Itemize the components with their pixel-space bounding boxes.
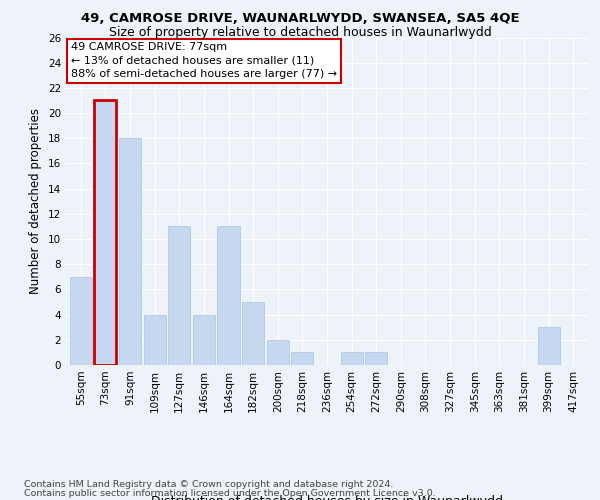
- Bar: [217, 226, 239, 365]
- Text: Size of property relative to detached houses in Waunarlwydd: Size of property relative to detached ho…: [109, 26, 491, 39]
- Bar: [119, 138, 141, 365]
- Bar: [168, 226, 190, 365]
- Bar: [143, 314, 166, 365]
- Bar: [291, 352, 313, 365]
- Text: 49 CAMROSE DRIVE: 77sqm
← 13% of detached houses are smaller (11)
88% of semi-de: 49 CAMROSE DRIVE: 77sqm ← 13% of detache…: [71, 42, 337, 79]
- Text: 49, CAMROSE DRIVE, WAUNARLWYDD, SWANSEA, SA5 4QE: 49, CAMROSE DRIVE, WAUNARLWYDD, SWANSEA,…: [80, 12, 520, 26]
- Bar: [242, 302, 264, 365]
- Y-axis label: Number of detached properties: Number of detached properties: [29, 108, 43, 294]
- Bar: [94, 100, 116, 365]
- Text: Contains HM Land Registry data © Crown copyright and database right 2024.: Contains HM Land Registry data © Crown c…: [24, 480, 394, 489]
- Bar: [365, 352, 388, 365]
- Bar: [538, 327, 560, 365]
- Bar: [193, 314, 215, 365]
- Bar: [341, 352, 363, 365]
- Bar: [70, 277, 92, 365]
- Bar: [266, 340, 289, 365]
- Text: Contains public sector information licensed under the Open Government Licence v3: Contains public sector information licen…: [24, 488, 436, 498]
- X-axis label: Distribution of detached houses by size in Waunarlwydd: Distribution of detached houses by size …: [151, 496, 503, 500]
